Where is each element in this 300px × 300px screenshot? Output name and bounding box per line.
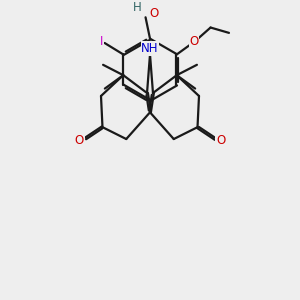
Text: O: O (75, 134, 84, 147)
Text: I: I (100, 35, 103, 48)
Text: O: O (216, 134, 225, 147)
Text: NH: NH (141, 42, 159, 55)
Text: H: H (133, 1, 142, 14)
Text: O: O (190, 35, 199, 48)
Text: O: O (149, 7, 158, 20)
